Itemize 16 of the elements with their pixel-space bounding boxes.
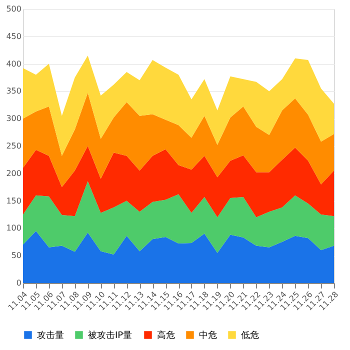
legend-label: 被攻击IP量 xyxy=(88,330,132,341)
y-tick-label: 450 xyxy=(6,32,22,41)
y-tick-label: 500 xyxy=(6,4,22,14)
legend-label: 高危 xyxy=(157,330,175,341)
y-tick-label: 0 xyxy=(16,278,22,288)
y-tick-label: 400 xyxy=(6,59,22,68)
y-tick-label: 300 xyxy=(6,114,22,124)
legend-label: 低危 xyxy=(241,330,259,341)
y-tick-label: 350 xyxy=(6,86,22,96)
y-tick-label: 100 xyxy=(6,224,22,233)
legend-label: 攻击量 xyxy=(37,330,64,341)
legend-label: 中危 xyxy=(199,330,217,341)
y-tick-label: 50 xyxy=(11,251,22,260)
y-tick-label: 200 xyxy=(6,168,22,178)
y-tick-label: 250 xyxy=(6,142,22,150)
y-tick-label: 150 xyxy=(6,196,22,206)
